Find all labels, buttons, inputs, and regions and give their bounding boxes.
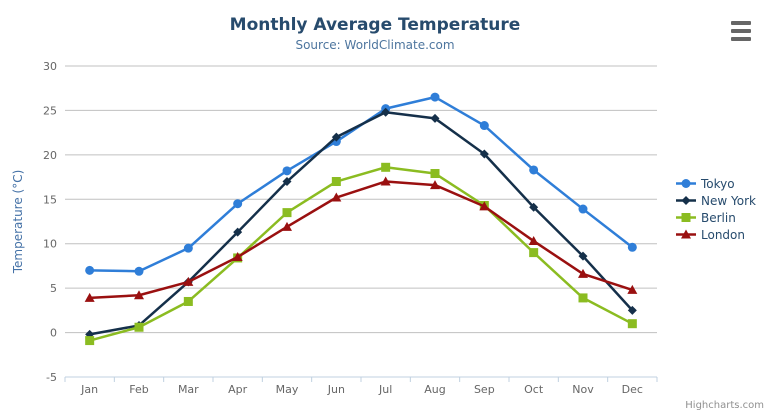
data-point-london[interactable] (84, 292, 95, 302)
data-point-new-york[interactable] (479, 149, 489, 159)
data-point-london[interactable] (627, 284, 638, 294)
data-point-new-york[interactable] (282, 177, 292, 187)
hamburger-menu-icon (731, 29, 751, 33)
data-point-tokyo[interactable] (627, 242, 637, 252)
x-axis-tick-label: Jan (80, 383, 98, 396)
y-axis-tick-label: 20 (43, 149, 57, 162)
data-point-berlin[interactable] (578, 293, 588, 303)
data-point-tokyo[interactable] (85, 265, 95, 275)
data-point-new-york[interactable] (430, 113, 440, 123)
hamburger-menu-icon (731, 21, 751, 25)
legend-item-tokyo[interactable]: Tokyo (676, 175, 756, 192)
data-point-london[interactable] (134, 290, 144, 300)
x-axis-tick-label: Aug (424, 383, 445, 396)
triangle-marker-icon (676, 229, 696, 239)
credits-link[interactable]: Highcharts.com (685, 400, 764, 411)
square-marker-icon (676, 213, 696, 222)
diamond-marker-icon (676, 196, 696, 205)
chart-subtitle: Source: WorldClimate.com (295, 38, 455, 52)
data-point-tokyo[interactable] (529, 165, 539, 175)
circle-marker-icon (676, 179, 696, 188)
data-point-new-york[interactable] (529, 202, 539, 212)
legend-label: New York (701, 193, 756, 208)
x-axis-tick-label: May (276, 383, 299, 396)
data-point-tokyo[interactable] (134, 266, 144, 276)
data-point-london[interactable] (232, 252, 243, 262)
x-axis-tick-label: Oct (524, 383, 544, 396)
data-point-london[interactable] (282, 221, 292, 231)
legend-label: London (701, 227, 745, 242)
x-axis-tick-label: Mar (178, 383, 199, 396)
y-axis-title: Temperature (°C) (11, 170, 25, 275)
data-point-tokyo[interactable] (479, 121, 489, 131)
data-point-tokyo[interactable] (183, 243, 193, 253)
y-axis-tick-label: 15 (43, 193, 57, 206)
data-point-berlin[interactable] (331, 177, 341, 187)
legend: Tokyo New York Berlin London (676, 175, 756, 243)
export-menu-button[interactable] (731, 20, 753, 42)
x-axis-tick-label: Feb (129, 383, 148, 396)
data-point-tokyo[interactable] (430, 92, 440, 102)
chart-title: Monthly Average Temperature (229, 15, 521, 35)
data-point-london[interactable] (479, 201, 490, 211)
legend-item-london[interactable]: London (676, 226, 756, 243)
y-axis-tick-label: 25 (43, 104, 57, 117)
y-axis-tick-label: 0 (50, 327, 57, 340)
legend-item-berlin[interactable]: Berlin (676, 209, 756, 226)
data-point-london[interactable] (578, 268, 588, 278)
legend-label: Tokyo (701, 176, 735, 191)
y-axis-tick-label: 10 (43, 238, 57, 251)
data-point-new-york[interactable] (331, 132, 341, 142)
data-point-berlin[interactable] (627, 319, 637, 329)
y-axis-tick-label: -5 (46, 371, 57, 384)
data-point-new-york[interactable] (627, 305, 637, 315)
data-point-tokyo[interactable] (282, 166, 292, 176)
data-point-london[interactable] (380, 176, 391, 186)
series-line-new-york (88, 110, 634, 336)
series-line-tokyo (88, 95, 634, 273)
legend-item-new-york[interactable]: New York (676, 192, 756, 209)
data-point-berlin[interactable] (529, 248, 539, 258)
data-point-london[interactable] (183, 276, 194, 286)
series-line-berlin (88, 166, 634, 342)
series-line-london (88, 180, 634, 300)
data-point-berlin[interactable] (282, 208, 292, 218)
data-point-new-york[interactable] (381, 107, 391, 117)
y-axis-tick-label: 5 (50, 282, 57, 295)
data-point-tokyo[interactable] (233, 199, 243, 209)
x-axis-tick-label: Jun (327, 383, 345, 396)
data-point-new-york[interactable] (578, 251, 588, 261)
hamburger-menu-icon (731, 37, 751, 41)
x-axis-tick-label: Apr (228, 383, 248, 396)
data-point-tokyo[interactable] (578, 204, 588, 214)
x-axis-tick-label: Sep (474, 383, 495, 396)
legend-label: Berlin (701, 210, 736, 225)
x-axis-tick-label: Dec (622, 383, 643, 396)
data-point-london[interactable] (430, 180, 440, 190)
data-point-berlin[interactable] (183, 296, 193, 306)
data-point-berlin[interactable] (430, 169, 440, 179)
data-point-new-york[interactable] (233, 227, 243, 237)
data-point-london[interactable] (528, 236, 539, 246)
x-axis-tick-label: Jul (378, 383, 392, 396)
data-point-berlin[interactable] (85, 336, 95, 346)
data-point-berlin[interactable] (134, 322, 144, 332)
y-axis-tick-label: 30 (43, 60, 57, 73)
x-axis-tick-label: Nov (572, 383, 594, 396)
data-point-berlin[interactable] (381, 162, 391, 172)
data-point-london[interactable] (331, 192, 342, 202)
